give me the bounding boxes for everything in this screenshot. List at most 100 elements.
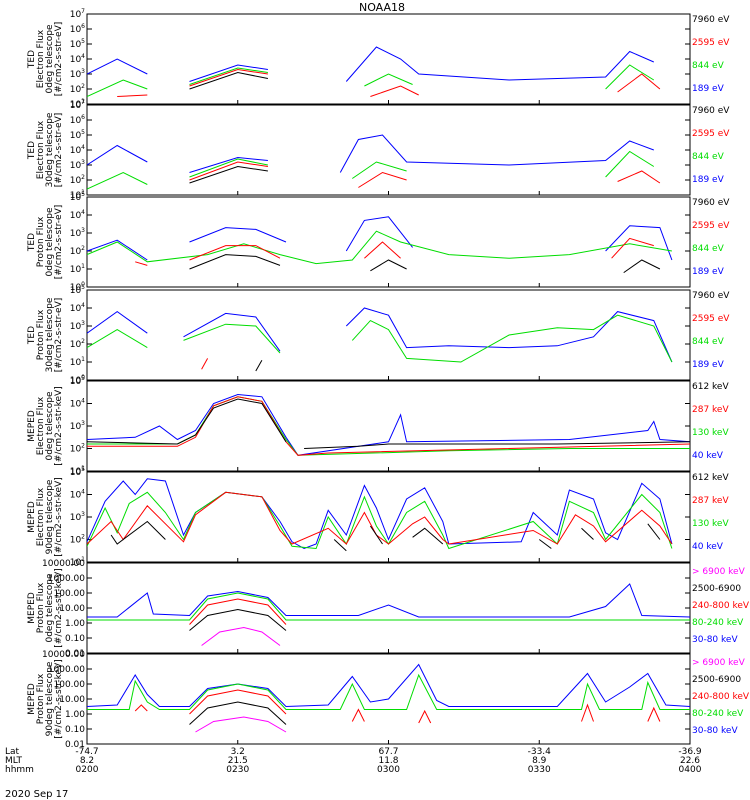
series-line-7960-ev	[255, 359, 263, 372]
y-axis-label-line: 0deg telescope	[45, 24, 55, 94]
series-group	[87, 393, 690, 456]
legend: > 6900 keV 2500-6900 240-800 keV 80-240 keV…	[692, 658, 750, 736]
y-tick-label: 10000.00	[42, 559, 85, 569]
y-axis-label-line: MEPED	[27, 683, 37, 715]
x-tick-label: 0200	[76, 765, 99, 775]
series-line-2500-6900	[189, 608, 287, 631]
y-axis-label-line: [#/cm2-s-str-keV]	[54, 386, 64, 465]
y-tick-label: 100.00	[54, 589, 86, 599]
y-axis-label-line: TED	[27, 50, 37, 69]
y-axis-label-line: [#/cm2-s-str-keV]	[54, 659, 64, 738]
panel-frame	[86, 104, 691, 196]
legend: 612 keV 287 keV 130 keV 40 keV	[692, 473, 729, 552]
y-axis-label: TEDProton Flux30deg telescope[#/cm2-s-st…	[27, 297, 64, 372]
y-axis-label-line: MEPED	[27, 501, 37, 533]
y-axis-label-line: Electron Flux	[36, 396, 46, 455]
legend-item: 40 keV	[692, 542, 724, 552]
y-tick-label: 101	[70, 356, 85, 368]
y-tick-label: 102	[70, 338, 85, 350]
series-line-40-kev	[87, 478, 673, 550]
y-axis-label-line: [#/cm2-s-str-keV]	[54, 477, 64, 556]
y-tick-label: 10.00	[59, 695, 85, 705]
legend-item: 80-240 keV	[692, 618, 744, 628]
x-tick-label: 21.5	[228, 756, 248, 766]
y-tick-label: 107	[70, 99, 85, 111]
legend-item: 844 eV	[692, 61, 725, 71]
plot-title: NOAA18	[359, 1, 405, 14]
y-axis-label-line: 0deg telescope	[45, 207, 55, 277]
legend: 7960 eV 2595 eV 844 eV 189 eV	[692, 15, 730, 94]
series-group	[87, 663, 690, 733]
legend-item: 7960 eV	[692, 15, 730, 25]
series-line-189-ev	[87, 134, 654, 173]
series-line-30-80-kev	[87, 583, 690, 618]
y-axis-label: MEPEDProton Flux0deg telescope[#/cm2-s-s…	[27, 568, 64, 647]
x-tick-label: -33.4	[528, 747, 552, 757]
y-tick-label: 102	[70, 245, 85, 257]
y-tick-label: 10.00	[59, 604, 85, 614]
y-axis-label-line: Electron Flux	[36, 120, 46, 179]
panel-7: 0.010.101.0010.00100.001000.0010000.00ME…	[27, 559, 750, 659]
y-tick-label: 1.00	[65, 619, 85, 629]
y-tick-label: 106	[70, 114, 85, 126]
y-axis-label-line: 90deg telescope	[45, 661, 55, 736]
y-axis-label-line: MEPED	[27, 592, 37, 624]
y-tick-label: 102	[70, 534, 85, 546]
legend: 7960 eV 2595 eV 844 eV 189 eV	[692, 106, 730, 185]
x-tick-label: -36.9	[678, 747, 702, 757]
legend-item: 844 eV	[692, 152, 725, 162]
x-tick-label: 8.9	[532, 756, 547, 766]
series-line-130-kev	[87, 491, 673, 550]
y-tick-label: 104	[70, 302, 85, 314]
y-tick-label: 104	[70, 144, 85, 156]
y-axis-label-line: Proton Flux	[36, 216, 46, 267]
y-axis-label-line: [#/cm2-s-str-eV]	[54, 22, 64, 97]
series-group	[87, 478, 673, 552]
y-axis-label-line: 30deg telescope	[45, 112, 55, 187]
panel-frame	[86, 13, 691, 105]
y-axis-label-line: 90deg telescope	[45, 479, 55, 554]
panel-frame	[86, 196, 691, 288]
x-tick-label: 0400	[679, 765, 702, 775]
y-tick-label: 105	[70, 375, 85, 387]
series-line-30-80-kev	[87, 663, 690, 708]
y-tick-label: 105	[70, 284, 85, 296]
y-tick-label: 1000.00	[48, 665, 85, 675]
series-line-7960-ev	[189, 254, 661, 274]
legend-item: 612 keV	[692, 382, 729, 392]
series-line-189-ev	[87, 46, 654, 82]
legend: 612 keV 287 keV 130 keV 40 keV	[692, 382, 729, 461]
y-axis-label-line: Electron Flux	[36, 487, 46, 546]
y-axis-label-line: [#/cm2-s-str-eV]	[54, 205, 64, 280]
y-axis-label: MEPEDProton Flux90deg telescope[#/cm2-s-…	[27, 659, 64, 738]
y-axis-label-line: Proton Flux	[36, 582, 46, 633]
series-line-80-240-kev	[87, 673, 690, 710]
legend-item: 2595 eV	[692, 38, 730, 48]
y-tick-label: 0.01	[65, 649, 85, 659]
legend-item: 80-240 keV	[692, 709, 744, 719]
series-line-844-ev	[87, 314, 673, 363]
legend-item: 2595 eV	[692, 221, 730, 231]
series-group	[87, 307, 673, 372]
y-axis-label-line: Proton Flux	[36, 673, 46, 724]
y-tick-label: 103	[70, 227, 85, 239]
y-tick-label: 105	[70, 129, 85, 141]
y-tick-label: 105	[70, 38, 85, 50]
y-tick-label: 105	[70, 191, 85, 203]
y-axis-label: MEPEDElectron Flux0deg telescope[#/cm2-s…	[27, 386, 64, 465]
legend-item: > 6900 keV	[692, 567, 746, 577]
x-tick-label: 8.2	[80, 756, 94, 766]
y-tick-label: 100.00	[54, 680, 86, 690]
y-axis-label: TEDElectron Flux30deg telescope[#/cm2-s-…	[27, 112, 64, 187]
y-tick-label: 103	[70, 68, 85, 80]
y-tick-label: 104	[70, 398, 85, 410]
legend-item: 2595 eV	[692, 129, 730, 139]
y-tick-label: 0.01	[65, 740, 85, 750]
panel-frame	[86, 562, 691, 654]
y-tick-label: 102	[70, 174, 85, 186]
y-tick-label: 103	[70, 511, 85, 523]
